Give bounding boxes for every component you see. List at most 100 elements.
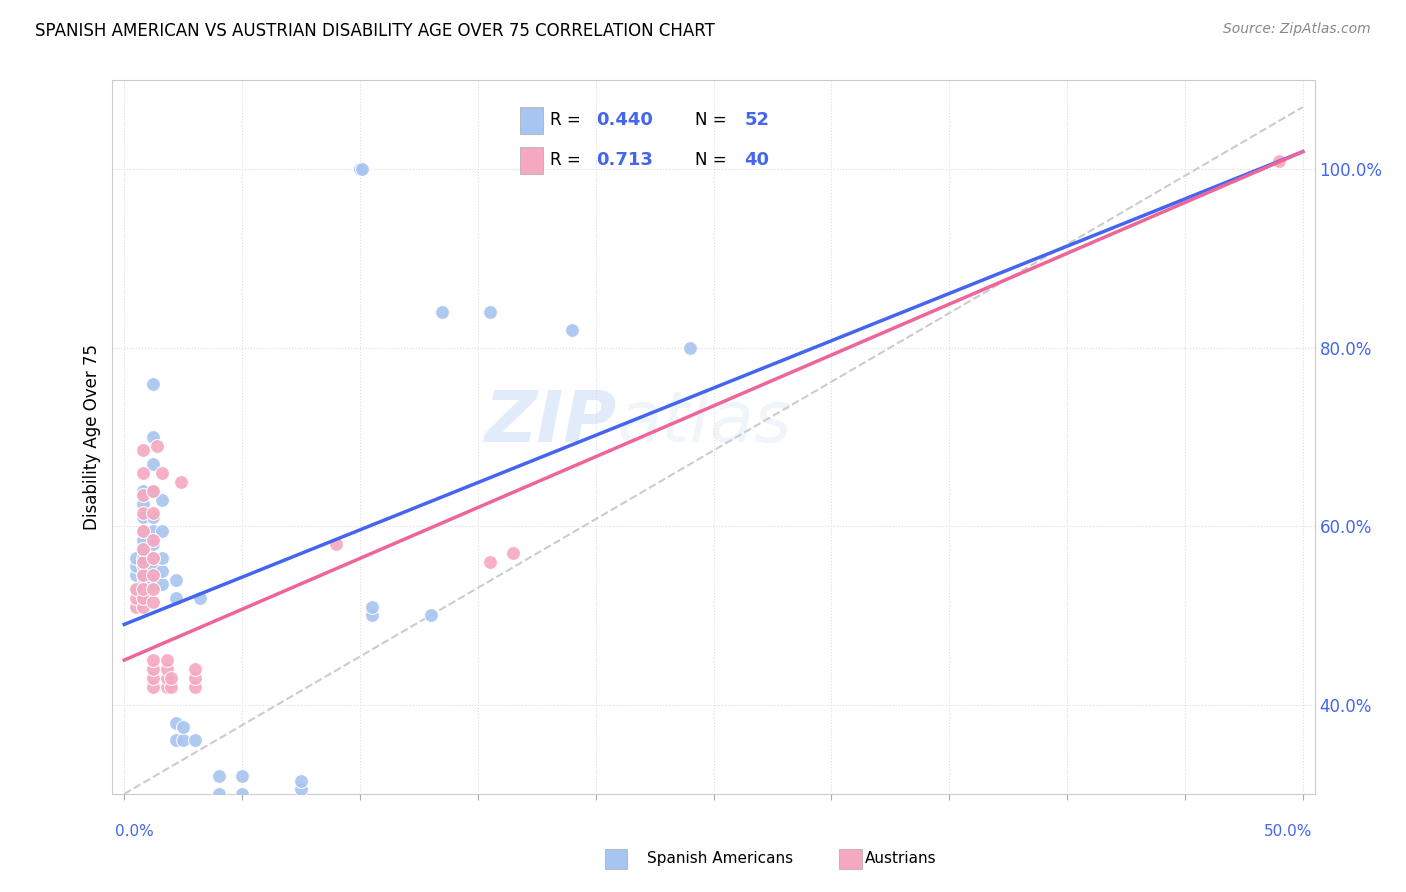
Point (502, 546, 524, 560)
Point (141, 376, 163, 391)
Point (125, 591, 148, 605)
Point (150, 564, 173, 578)
Point (141, 582, 163, 596)
Point (184, 662, 207, 676)
Point (150, 466, 173, 480)
Point (132, 510, 155, 524)
Point (141, 537, 163, 551)
Text: 40: 40 (745, 152, 769, 169)
Point (141, 533, 163, 547)
Point (160, 680, 183, 694)
Point (156, 671, 179, 685)
Point (172, 720, 194, 734)
Point (125, 582, 148, 596)
Point (132, 568, 155, 582)
Point (125, 568, 148, 582)
Point (132, 488, 155, 502)
Point (141, 483, 163, 498)
Point (141, 577, 163, 591)
Text: Spanish Americans: Spanish Americans (647, 851, 793, 865)
Point (132, 466, 155, 480)
Point (290, 782, 312, 797)
Point (132, 497, 155, 511)
Point (290, 773, 312, 788)
Text: atlas: atlas (617, 388, 792, 458)
Point (254, 889, 277, 892)
Point (141, 568, 163, 582)
Point (132, 443, 155, 458)
Point (132, 541, 155, 556)
Point (132, 506, 155, 520)
Text: Austrians: Austrians (865, 851, 936, 865)
Point (141, 568, 163, 582)
Point (184, 733, 207, 747)
Point (132, 582, 155, 596)
Point (156, 680, 179, 694)
Point (419, 608, 441, 623)
Text: 0.713: 0.713 (596, 152, 652, 169)
Y-axis label: Disability Age Over 75: Disability Age Over 75 (83, 344, 101, 530)
Point (150, 492, 173, 507)
Point (478, 555, 501, 569)
Bar (520, 147, 543, 175)
Point (141, 653, 163, 667)
Point (349, 162, 371, 177)
Point (141, 671, 163, 685)
Point (141, 524, 163, 538)
Text: N =: N = (695, 152, 731, 169)
Point (132, 599, 155, 614)
Point (132, 568, 155, 582)
Bar (520, 107, 543, 134)
Point (360, 608, 382, 623)
Point (188, 591, 211, 605)
Point (165, 573, 187, 587)
Point (207, 769, 229, 783)
Point (132, 550, 155, 565)
Point (184, 671, 207, 685)
Point (165, 733, 187, 747)
Text: R =: R = (550, 112, 585, 129)
Point (156, 662, 179, 676)
Point (150, 577, 173, 591)
Point (132, 483, 155, 498)
Text: Source: ZipAtlas.com: Source: ZipAtlas.com (1223, 22, 1371, 37)
Point (478, 305, 501, 319)
Point (141, 680, 163, 694)
Point (141, 483, 163, 498)
Point (150, 550, 173, 565)
Point (141, 550, 163, 565)
Point (679, 341, 702, 355)
Point (352, 162, 374, 177)
Point (165, 715, 187, 730)
Point (125, 599, 148, 614)
Point (132, 524, 155, 538)
Point (231, 787, 253, 801)
Point (141, 595, 163, 609)
Point (146, 439, 169, 453)
Point (132, 533, 155, 547)
Point (125, 559, 148, 574)
Point (132, 524, 155, 538)
Point (360, 599, 382, 614)
Point (325, 537, 347, 551)
Point (165, 591, 187, 605)
Point (184, 680, 207, 694)
Text: 0.0%: 0.0% (115, 824, 155, 838)
Point (141, 430, 163, 444)
Point (150, 524, 173, 538)
Point (172, 733, 194, 747)
Point (125, 550, 148, 565)
Point (132, 541, 155, 556)
Point (141, 506, 163, 520)
Point (141, 662, 163, 676)
Point (132, 591, 155, 605)
Text: 0.440: 0.440 (596, 112, 652, 129)
Point (156, 653, 179, 667)
Point (125, 582, 148, 596)
Text: R =: R = (550, 152, 591, 169)
Point (432, 305, 454, 319)
Point (132, 577, 155, 591)
Point (561, 323, 583, 337)
Point (231, 769, 253, 783)
Point (170, 475, 193, 489)
